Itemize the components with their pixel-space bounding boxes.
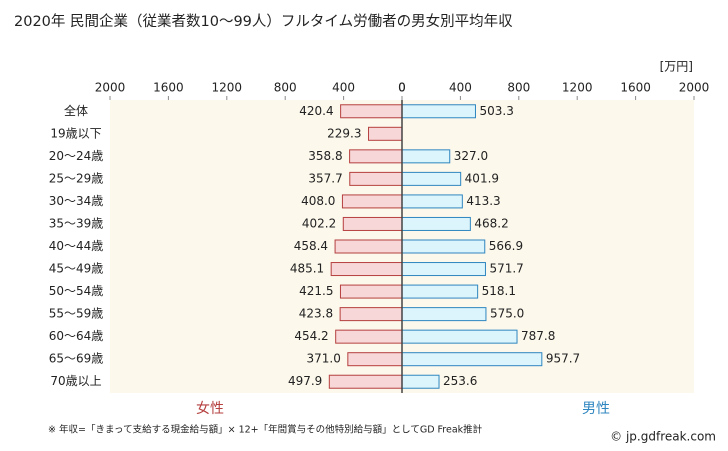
y-tick-label: 20〜24歳 <box>49 149 104 163</box>
value-label: 401.9 <box>465 171 499 185</box>
legend-label: 女性 <box>196 400 224 417</box>
bar <box>341 194 403 209</box>
bar <box>401 171 462 186</box>
bar <box>342 216 403 231</box>
value-label: 357.7 <box>308 171 342 185</box>
x-tick-label: 800 <box>507 81 530 95</box>
x-tick-label: 800 <box>274 81 297 95</box>
y-tick-label: 40〜44歳 <box>49 239 104 253</box>
value-label: 458.4 <box>294 239 328 253</box>
value-label: 485.1 <box>290 262 324 276</box>
unit-label: [万円] <box>660 60 693 74</box>
bar <box>401 307 487 322</box>
bar <box>334 239 403 254</box>
value-label: 957.7 <box>546 352 580 366</box>
y-tick-label: 60〜64歳 <box>49 329 104 343</box>
y-tick-label: 55〜59歳 <box>49 307 104 321</box>
value-label: 421.5 <box>299 284 333 298</box>
bar <box>401 374 440 389</box>
value-label: 229.3 <box>327 126 361 140</box>
x-tick-label: 1600 <box>153 81 184 95</box>
value-label: 566.9 <box>489 239 523 253</box>
y-tick-label: 全体 <box>64 103 88 118</box>
bar <box>328 374 403 389</box>
x-tick-label: 1600 <box>620 81 651 95</box>
y-tick-label: 70歳以上 <box>50 374 101 388</box>
y-tick-label: 45〜49歳 <box>49 262 104 276</box>
value-label: 468.2 <box>474 216 508 230</box>
legend-label: 男性 <box>582 401 610 417</box>
value-label: 787.8 <box>521 329 555 343</box>
value-label: 371.0 <box>306 352 340 366</box>
x-tick-label: 400 <box>332 81 355 95</box>
value-label: 454.2 <box>294 329 328 343</box>
y-tick-label: 65〜69歳 <box>49 352 104 366</box>
value-label: 413.3 <box>466 194 500 208</box>
bar <box>349 149 403 164</box>
x-tick-label: 0 <box>398 81 406 95</box>
x-tick-label: 0 <box>398 81 406 95</box>
value-label: 358.8 <box>308 149 342 163</box>
value-label: 402.2 <box>302 216 336 230</box>
bar <box>401 329 518 344</box>
x-tick-label: 2000 <box>679 81 710 95</box>
bar <box>347 352 403 367</box>
bar <box>335 329 403 344</box>
value-label: 503.3 <box>479 104 513 118</box>
bar <box>401 194 463 209</box>
bar <box>401 352 543 367</box>
bar <box>368 126 403 141</box>
value-label: 575.0 <box>490 307 524 321</box>
x-tick-label: 2000 <box>95 81 126 95</box>
chart-title: 2020年 民間企業（従業者数10〜99人）フルタイム労働者の男女別平均年収 <box>14 12 513 30</box>
bar <box>339 307 403 322</box>
bar <box>349 171 403 186</box>
bar <box>401 239 486 254</box>
source: © jp.gdfreak.com <box>610 430 716 444</box>
value-label: 253.6 <box>443 374 477 388</box>
value-label: 518.1 <box>482 284 516 298</box>
value-label: 327.0 <box>454 149 488 163</box>
footnote: ※ 年収=「きまって支給する現金給与額」× 12+「年間賞与その他特別給与額」と… <box>48 424 483 436</box>
y-tick-label: 30〜34歳 <box>49 194 104 208</box>
y-tick-label: 19歳以下 <box>50 126 101 140</box>
value-label: 420.4 <box>299 104 333 118</box>
bar <box>401 104 476 119</box>
bar <box>340 104 403 119</box>
value-label: 497.9 <box>288 374 322 388</box>
x-tick-label: 400 <box>449 81 472 95</box>
value-label: 423.8 <box>299 307 333 321</box>
y-tick-label: 25〜29歳 <box>49 171 104 185</box>
x-tick-label: 1200 <box>212 81 243 95</box>
bar <box>401 149 451 164</box>
bar <box>401 216 471 231</box>
y-tick-label: 35〜39歳 <box>49 216 104 230</box>
bar <box>330 262 403 277</box>
value-label: 408.0 <box>301 194 335 208</box>
y-tick-label: 50〜54歳 <box>49 284 104 298</box>
bar <box>401 284 479 299</box>
x-tick-label: 1200 <box>562 81 593 95</box>
bar <box>339 284 403 299</box>
bar <box>401 262 486 277</box>
value-label: 571.7 <box>489 262 523 276</box>
